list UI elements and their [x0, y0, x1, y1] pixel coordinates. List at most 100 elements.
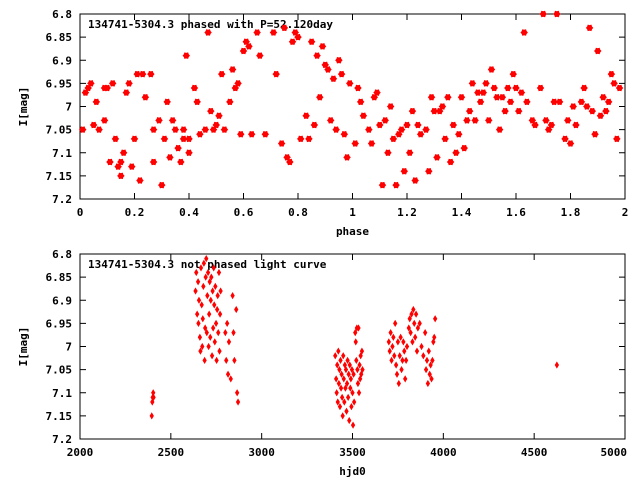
data-point: [334, 389, 339, 397]
data-point: [438, 103, 447, 110]
data-point: [106, 158, 114, 166]
data-point: [405, 149, 414, 156]
data-point: [400, 168, 409, 175]
data-point: [100, 117, 109, 124]
data-point: [89, 121, 98, 129]
data-point: [465, 107, 474, 115]
data-point: [351, 398, 357, 406]
data-point: [479, 89, 488, 96]
data-point: [610, 80, 618, 87]
data-point: [416, 131, 425, 138]
data-point: [341, 375, 346, 383]
data-point: [580, 84, 588, 92]
data-point: [215, 305, 220, 314]
y-tick-label: 7.05: [46, 124, 73, 137]
data-point: [429, 375, 434, 383]
data-point: [342, 398, 347, 406]
data-point: [356, 98, 365, 106]
data-point: [103, 84, 111, 92]
data-point: [449, 121, 458, 129]
data-point: [335, 361, 340, 369]
data-point: [149, 412, 154, 420]
x-tick-label: 4000: [430, 446, 457, 459]
data-point: [201, 282, 206, 290]
y-tick-label: 6.95: [46, 317, 73, 330]
data-point: [393, 319, 398, 327]
data-point: [482, 80, 490, 87]
data-point: [408, 329, 413, 337]
data-point: [256, 52, 264, 59]
data-point: [190, 84, 199, 92]
data-point: [223, 329, 228, 337]
data-point: [347, 361, 352, 369]
data-point: [318, 43, 327, 50]
data-point: [553, 10, 561, 18]
data-point: [356, 389, 362, 397]
data-point: [213, 319, 219, 327]
data-point: [425, 379, 431, 388]
data-point: [425, 168, 433, 175]
data-point: [212, 338, 217, 346]
data-point: [294, 33, 302, 41]
data-point: [566, 140, 575, 147]
data-point: [92, 98, 101, 106]
data-point: [531, 121, 539, 129]
data-point: [343, 366, 349, 374]
y-tick-label: 6.8: [52, 8, 72, 21]
y-tick-label: 7.15: [46, 170, 73, 183]
data-point: [196, 296, 202, 304]
data-point: [341, 352, 346, 360]
data-point: [205, 268, 211, 277]
y-tick-label: 6.95: [46, 77, 73, 90]
data-point: [329, 75, 338, 82]
y-tick-label: 6.9: [52, 294, 72, 307]
data-point: [373, 89, 381, 96]
x-tick-label: 0.8: [288, 206, 308, 219]
data-point: [344, 379, 350, 388]
data-point: [205, 292, 210, 300]
data-point: [307, 38, 316, 45]
data-point: [588, 107, 597, 115]
data-point: [402, 347, 407, 355]
data-point: [367, 140, 376, 147]
data-point: [433, 315, 438, 323]
data-point: [125, 80, 133, 87]
data-point: [596, 112, 605, 119]
data-point: [346, 80, 354, 87]
data-point: [468, 80, 477, 87]
data-point: [198, 264, 204, 272]
data-point: [261, 131, 270, 138]
x-tick-label: 2500: [158, 446, 185, 459]
data-point: [226, 338, 232, 346]
data-point: [149, 158, 158, 166]
data-point: [347, 416, 352, 425]
data-point: [512, 84, 520, 92]
data-point: [168, 117, 177, 124]
data-point: [310, 121, 319, 129]
data-point: [182, 52, 191, 59]
data-point: [344, 407, 349, 415]
data-point: [542, 117, 550, 124]
x-tick-label: 1.2: [397, 206, 417, 219]
data-point: [423, 366, 429, 374]
data-point: [455, 131, 463, 138]
data-point: [245, 43, 253, 50]
data-point: [108, 80, 117, 87]
data-point: [355, 366, 360, 374]
y-tick-label: 7.2: [52, 193, 72, 206]
data-point: [230, 292, 235, 300]
data-point: [399, 366, 404, 374]
data-point: [204, 329, 209, 337]
data-point: [446, 158, 455, 166]
data-point: [403, 356, 409, 364]
data-point: [228, 375, 233, 383]
data-point: [95, 126, 103, 133]
data-point: [392, 181, 400, 189]
data-point: [215, 112, 223, 119]
data-point: [599, 94, 607, 101]
data-point: [536, 84, 545, 92]
data-point: [179, 126, 188, 133]
data-point: [286, 158, 294, 166]
data-point: [391, 333, 396, 341]
data-point: [350, 421, 356, 429]
